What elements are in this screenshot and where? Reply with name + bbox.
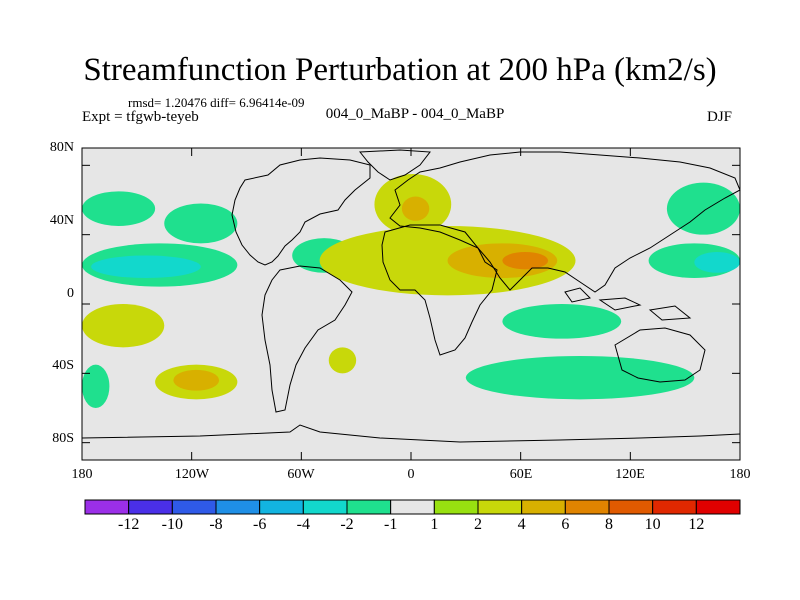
colorbar-label: 6 [561,516,570,533]
season-label: DJF [707,109,733,125]
contour-region-19 [502,251,549,270]
coastline-south-america [261,265,353,413]
axis-ticks [81,148,741,460]
colorbar-box-10 [521,499,566,515]
contour-region-5 [319,225,576,296]
colorbar-box-7 [390,499,435,515]
colorbar-box-12 [608,499,654,515]
colorbar-box-0 [84,499,130,515]
lat-label-80n: 80N [49,140,74,155]
colorbar-label: -2 [340,516,354,533]
colorbar-label: -10 [161,516,183,533]
colorbar-label: 8 [605,516,613,533]
coastlines [81,149,741,443]
lat-label-0: 0 [67,286,74,301]
colorbar-box-4 [259,499,304,515]
contour-region-0 [82,191,156,227]
colorbar-box-13 [652,499,697,515]
coastline-greenland [358,149,431,181]
lon-label-120w: 120W [174,467,210,482]
colorbar-box-3 [215,499,261,515]
colorbar-label: 2 [474,516,482,533]
coastline-africa [381,224,498,356]
contour-region-18 [173,369,220,391]
rmsd-stats: rmsd= 1.20476 diff= 6.96414e-09 [128,95,305,110]
experiment-label: Expt = tfgwb-teyeb [82,109,199,125]
colorbar-label: 4 [517,516,526,533]
lon-label-180e: 180 [729,467,751,482]
contour-region-2 [164,203,238,244]
lat-label-40n: 40N [49,213,74,228]
colorbar-label: 1 [430,516,439,533]
colorbar-box-5 [302,499,348,515]
contour-region-13 [328,347,357,374]
contour-region-15 [401,196,430,221]
contour-region-14 [91,255,201,278]
lon-label-60w: 60W [287,467,315,482]
lon-label-0: 0 [407,467,415,482]
contour-region-8 [502,304,622,339]
colorbar-box-2 [171,499,217,515]
lat-label-40s: 40S [52,358,74,373]
colorbar-label: -4 [296,516,310,533]
colorbar-box-6 [346,499,392,515]
colorbar-box-8 [433,499,479,515]
contour-region-9 [82,304,165,348]
coastline-north-america [231,157,371,266]
plot-title: Streamfunction Perturbation at 200 hPa (… [83,52,717,88]
contour-region-17 [694,252,740,273]
lon-label-180w: 180 [71,467,93,482]
colorbar-label: -12 [117,516,140,533]
colorbar-label: -6 [252,516,267,533]
colorbar-box-1 [128,499,173,515]
contour-region-6 [666,182,740,235]
colorbar-label: 10 [644,516,661,533]
colorbar-box-14 [695,499,741,515]
coastline-antarctica [81,424,741,443]
lat-label-80s: 80S [52,431,74,446]
colorbar-label: -1 [383,516,398,533]
coastline-australia [614,327,706,383]
colorbar-label: -8 [209,516,223,533]
colorbar-box-9 [477,499,523,515]
contour-region-11 [465,356,695,400]
colorbar-label: 12 [688,516,705,533]
colorbar [84,499,741,515]
lon-label-60e: 60E [509,467,533,482]
colorbar-box-11 [564,499,610,515]
lon-label-120e: 120E [615,467,645,482]
contour-fields [82,174,740,409]
experiment-comparison: 004_0_MaBP - 004_0_MaBP [325,106,505,122]
coastline-eurasia [389,151,741,293]
coastline-islands [564,287,692,321]
contour-region-12 [82,364,110,409]
